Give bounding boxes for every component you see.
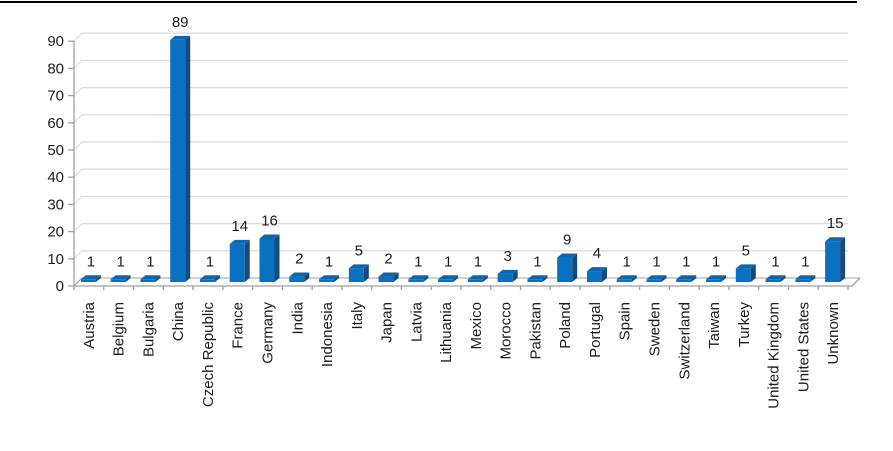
data-label-germany: 16	[261, 212, 278, 229]
bar-sweden	[646, 275, 667, 282]
y-tick-label: 0	[56, 278, 64, 295]
x-tick-label-united-kingdom: United Kingdom	[766, 302, 783, 409]
y-tick-label: 70	[47, 88, 64, 105]
bar-india	[289, 272, 310, 282]
x-tick-label-spain: Spain	[617, 302, 634, 340]
y-tick-label: 30	[47, 196, 64, 213]
data-label-united-kingdom: 1	[771, 253, 779, 270]
data-label-pakistan: 1	[533, 253, 541, 270]
x-tick-label-japan: Japan	[379, 302, 396, 343]
data-label-sweden: 1	[652, 253, 660, 270]
data-label-unknown: 15	[827, 215, 844, 232]
x-tick-label-czech-republic: Czech Republic	[200, 302, 217, 408]
bar-united-kingdom	[765, 275, 786, 282]
bar-czech-republic	[199, 275, 220, 282]
data-label-poland: 9	[563, 232, 571, 249]
data-label-china: 89	[172, 14, 189, 31]
bar-spain	[616, 275, 637, 282]
data-label-latvia: 1	[414, 253, 422, 270]
x-tick-label-turkey: Turkey	[736, 302, 753, 348]
bar-china	[170, 35, 191, 282]
bar-bulgaria	[140, 275, 161, 282]
data-label-czech-republic: 1	[206, 253, 214, 270]
bar-belgium	[110, 275, 131, 282]
data-label-lithuania: 1	[444, 253, 452, 270]
x-tick-label-belgium: Belgium	[111, 302, 128, 356]
bar-lithuania	[438, 275, 459, 282]
y-tick-label: 50	[47, 142, 64, 159]
x-tick-label-pakistan: Pakistan	[527, 302, 544, 360]
bar-italy	[348, 264, 369, 282]
y-tick-label: 20	[47, 224, 64, 241]
bar-germany	[259, 234, 280, 282]
bar-france	[229, 239, 250, 282]
x-tick-label-china: China	[170, 301, 187, 341]
bar-austria	[80, 275, 101, 282]
gridlines	[73, 32, 848, 287]
x-tick-label-bulgaria: Bulgaria	[140, 301, 157, 357]
bar-japan	[378, 272, 399, 282]
x-axis-labels: Austria Belgium Bulgaria China Czech Republi…	[81, 301, 842, 408]
bar-latvia	[408, 275, 429, 282]
data-label-spain: 1	[623, 253, 631, 270]
data-label-switzerland: 1	[682, 253, 690, 270]
data-label-india: 2	[295, 251, 303, 268]
y-tick-label: 90	[47, 33, 64, 50]
data-label-japan: 2	[384, 251, 392, 268]
bar-turkey	[735, 264, 756, 282]
x-tick-label-switzerland: Switzerland	[676, 302, 693, 380]
bar-pakistan	[527, 275, 548, 282]
x-tick-label-latvia: Latvia	[408, 301, 425, 342]
data-label-bulgaria: 1	[146, 253, 154, 270]
data-label-belgium: 1	[116, 253, 124, 270]
x-tick-label-indonesia: Indonesia	[319, 301, 336, 367]
x-tick-label-germany: Germany	[260, 302, 277, 364]
bar-united-states	[795, 275, 816, 282]
x-tick-label-poland: Poland	[557, 302, 574, 349]
data-label-morocco: 3	[503, 248, 511, 265]
data-label-taiwan: 1	[712, 253, 720, 270]
bar-switzerland	[676, 275, 697, 282]
x-tick-label-portugal: Portugal	[587, 302, 604, 358]
x-tick-label-india: India	[289, 301, 306, 334]
y-tick-label: 80	[47, 60, 64, 77]
data-label-italy: 5	[355, 242, 363, 259]
x-tick-label-taiwan: Taiwan	[706, 302, 723, 349]
bar-portugal	[586, 267, 607, 282]
data-label-united-states: 1	[801, 253, 809, 270]
y-tick-label: 10	[47, 251, 64, 268]
data-label-france: 14	[231, 218, 248, 235]
x-tick-label-unknown: Unknown	[825, 302, 842, 365]
bar-unknown	[825, 237, 846, 282]
data-label-turkey: 5	[742, 242, 750, 259]
bars	[80, 35, 846, 282]
x-tick-label-france: France	[230, 302, 247, 349]
y-axis	[68, 40, 75, 287]
data-label-austria: 1	[87, 253, 95, 270]
bar-morocco	[497, 269, 518, 282]
y-axis-labels: 0 10 20 30 40 50 60 70 80 90	[47, 33, 64, 295]
top-border-line	[0, 1, 857, 3]
data-label-indonesia: 1	[325, 253, 333, 270]
bar-indonesia	[319, 275, 340, 282]
x-tick-label-morocco: Morocco	[498, 302, 515, 360]
y-tick-label: 40	[47, 169, 64, 186]
x-tick-label-united-states: United States	[795, 302, 812, 392]
bar-taiwan	[706, 275, 727, 282]
y-tick-label: 60	[47, 115, 64, 132]
x-tick-label-lithuania: Lithuania	[438, 301, 455, 363]
x-tick-label-italy: Italy	[349, 302, 366, 330]
data-label-portugal: 4	[593, 245, 601, 262]
bar-mexico	[467, 275, 488, 282]
bar-poland	[557, 253, 578, 282]
data-label-mexico: 1	[474, 253, 482, 270]
x-tick-label-sweden: Sweden	[647, 302, 664, 356]
x-tick-label-austria: Austria	[81, 301, 98, 348]
x-tick-label-mexico: Mexico	[468, 302, 485, 350]
